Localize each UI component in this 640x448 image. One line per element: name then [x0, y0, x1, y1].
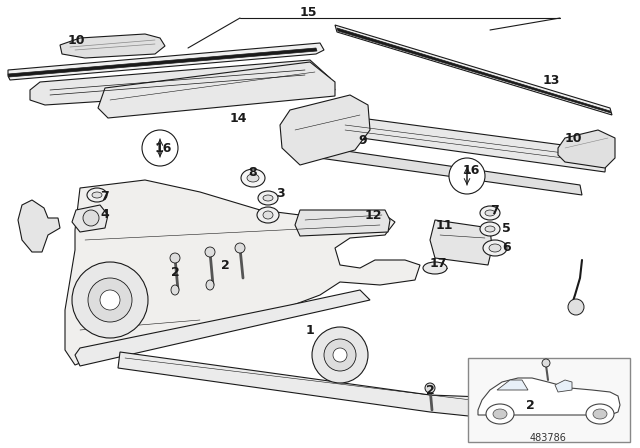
- Text: 13: 13: [543, 73, 561, 86]
- Ellipse shape: [235, 243, 245, 253]
- Ellipse shape: [542, 359, 550, 367]
- Polygon shape: [335, 115, 606, 172]
- Text: 16: 16: [155, 142, 172, 155]
- Text: 3: 3: [276, 186, 285, 199]
- Ellipse shape: [485, 210, 495, 216]
- Text: 2: 2: [221, 258, 229, 271]
- Ellipse shape: [558, 388, 602, 432]
- Polygon shape: [335, 25, 612, 115]
- Ellipse shape: [449, 158, 485, 194]
- Polygon shape: [60, 34, 165, 58]
- Text: 5: 5: [502, 221, 511, 234]
- Ellipse shape: [87, 188, 107, 202]
- Polygon shape: [8, 48, 317, 77]
- Ellipse shape: [486, 404, 514, 424]
- Text: 14: 14: [230, 112, 248, 125]
- Ellipse shape: [142, 130, 178, 166]
- Text: 7: 7: [490, 203, 499, 216]
- Ellipse shape: [263, 211, 273, 219]
- Polygon shape: [8, 43, 324, 80]
- Text: 15: 15: [300, 5, 317, 18]
- Text: 2: 2: [525, 399, 534, 412]
- Text: 6: 6: [502, 241, 511, 254]
- Polygon shape: [118, 352, 610, 435]
- Ellipse shape: [241, 169, 265, 187]
- Polygon shape: [98, 62, 335, 118]
- Polygon shape: [430, 220, 492, 265]
- Ellipse shape: [480, 206, 500, 220]
- Polygon shape: [558, 130, 615, 168]
- Ellipse shape: [72, 262, 148, 338]
- Text: 12: 12: [365, 208, 383, 221]
- Ellipse shape: [483, 240, 507, 256]
- Polygon shape: [30, 60, 335, 105]
- Text: 7: 7: [100, 190, 109, 202]
- Text: 16: 16: [463, 164, 481, 177]
- Ellipse shape: [593, 409, 607, 419]
- Ellipse shape: [480, 222, 500, 236]
- Ellipse shape: [333, 348, 347, 362]
- Text: 17: 17: [430, 257, 447, 270]
- Text: 10: 10: [565, 132, 582, 145]
- Ellipse shape: [205, 247, 215, 257]
- Polygon shape: [72, 205, 108, 232]
- Text: 10: 10: [68, 34, 86, 47]
- Polygon shape: [75, 290, 370, 366]
- Ellipse shape: [100, 290, 120, 310]
- Ellipse shape: [489, 244, 501, 252]
- Text: 483786: 483786: [529, 433, 566, 443]
- Polygon shape: [555, 380, 572, 392]
- Text: 1: 1: [306, 323, 314, 336]
- Ellipse shape: [493, 409, 507, 419]
- Ellipse shape: [171, 285, 179, 295]
- Polygon shape: [18, 200, 60, 252]
- Ellipse shape: [263, 195, 273, 201]
- Polygon shape: [497, 380, 528, 390]
- Text: 9: 9: [358, 134, 367, 146]
- Ellipse shape: [485, 226, 495, 232]
- Text: 4: 4: [100, 207, 109, 220]
- Bar: [468, 358, 630, 442]
- Polygon shape: [295, 210, 390, 236]
- Text: 8: 8: [248, 165, 257, 178]
- Polygon shape: [280, 95, 370, 165]
- Ellipse shape: [324, 339, 356, 371]
- Text: 11: 11: [436, 219, 454, 232]
- Polygon shape: [337, 28, 611, 113]
- Text: 2: 2: [426, 383, 435, 396]
- Ellipse shape: [247, 174, 259, 182]
- Polygon shape: [478, 378, 620, 415]
- Ellipse shape: [170, 253, 180, 263]
- Ellipse shape: [425, 383, 435, 393]
- Ellipse shape: [92, 192, 102, 198]
- Ellipse shape: [568, 299, 584, 315]
- Ellipse shape: [206, 280, 214, 290]
- Polygon shape: [65, 180, 420, 365]
- Ellipse shape: [312, 327, 368, 383]
- Polygon shape: [305, 145, 582, 195]
- Ellipse shape: [88, 278, 132, 322]
- Ellipse shape: [586, 404, 614, 424]
- Ellipse shape: [83, 210, 99, 226]
- Ellipse shape: [568, 398, 592, 422]
- Text: 2: 2: [171, 266, 179, 279]
- Ellipse shape: [257, 207, 279, 223]
- Ellipse shape: [530, 393, 540, 403]
- Ellipse shape: [423, 262, 447, 274]
- Ellipse shape: [258, 191, 278, 205]
